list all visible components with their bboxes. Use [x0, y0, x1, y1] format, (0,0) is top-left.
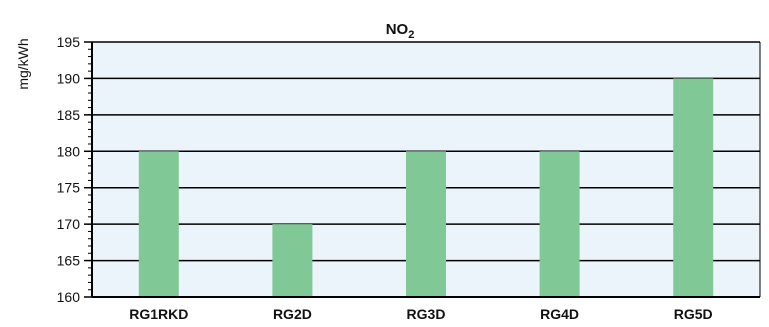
y-tick-label: 190 — [57, 70, 81, 86]
y-tick-label: 185 — [57, 107, 81, 123]
bar-rg2d — [272, 224, 313, 297]
x-tick-label: RG5D — [674, 306, 713, 322]
y-tick-label: 180 — [57, 143, 81, 159]
y-tick-label: 195 — [57, 34, 81, 50]
y-tick-label: 170 — [57, 216, 81, 232]
x-tick-label: RG4D — [540, 306, 579, 322]
x-tick-label: RG1RKD — [129, 306, 188, 322]
y-tick-label: 160 — [57, 289, 81, 305]
bar-rg4d — [539, 151, 580, 297]
x-tick-label: RG3D — [407, 306, 446, 322]
y-tick-label: 175 — [57, 180, 81, 196]
chart-title: NO2 — [386, 21, 415, 41]
bar-rg1rkd — [138, 151, 179, 297]
bar-rg5d — [673, 78, 714, 297]
bar-rg3d — [406, 151, 446, 297]
x-tick-label: RG2D — [273, 306, 312, 322]
y-tick-label: 165 — [57, 253, 81, 269]
y-axis-label: mg/kWh — [15, 38, 31, 89]
